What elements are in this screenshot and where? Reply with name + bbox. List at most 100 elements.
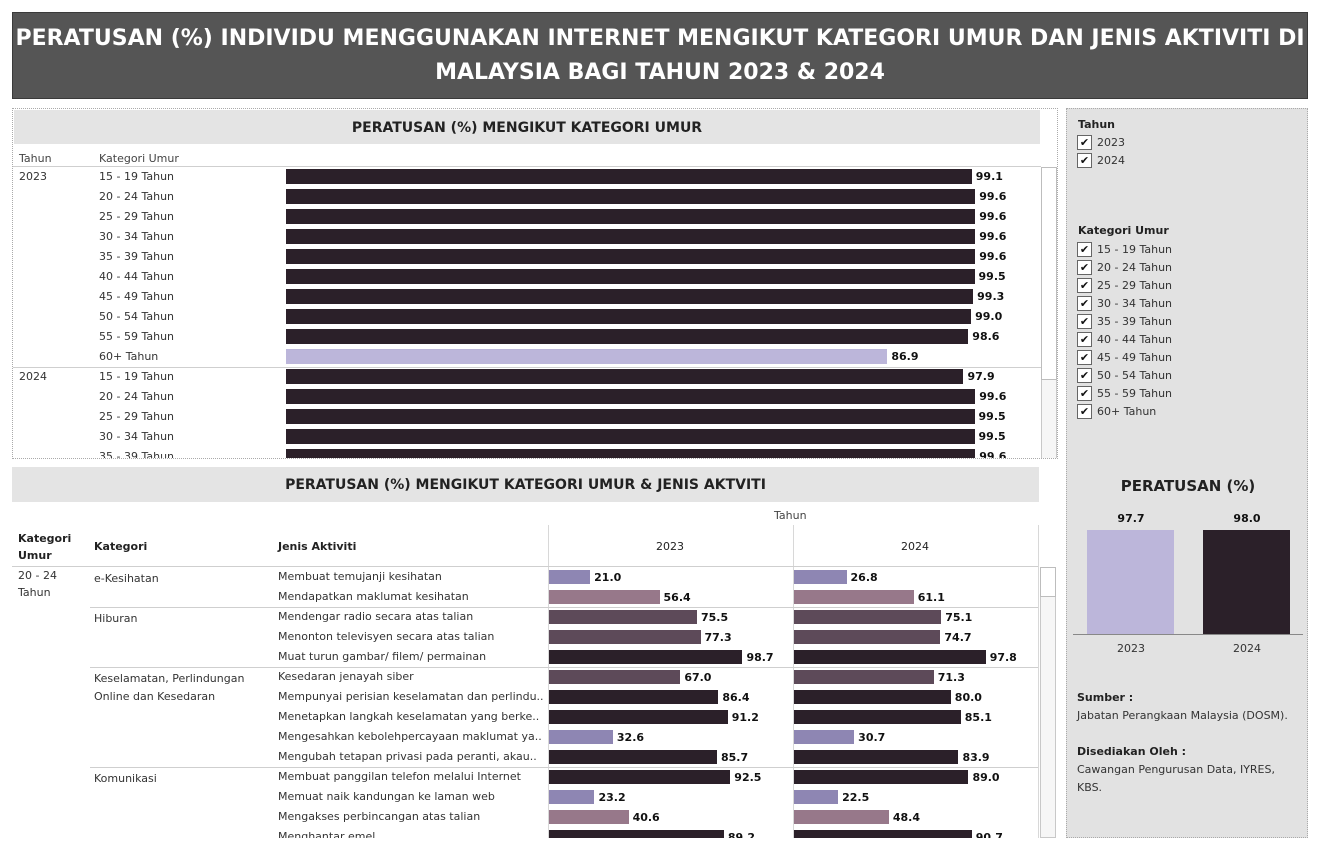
age-scrollbar[interactable]	[1041, 167, 1057, 458]
age-bar[interactable]	[286, 289, 974, 304]
activity-bar-2024[interactable]	[794, 650, 986, 664]
activity-row[interactable]: Memuat naik kandungan ke laman web 23.2 22…	[12, 787, 1040, 807]
kategori-divider	[90, 607, 1038, 608]
age-bar[interactable]	[286, 229, 976, 244]
checkbox-checked-icon[interactable]: ✔	[1077, 386, 1092, 401]
kategori-divider	[90, 767, 1038, 768]
activity-row[interactable]: Menetapkan langkah keselamatan yang berk…	[12, 707, 1040, 727]
age-row[interactable]: 2024 15 - 19 Tahun 97.9	[13, 367, 1041, 387]
activity-row[interactable]: e-Kesihatan Membuat temujanji kesihatan 21…	[12, 567, 1040, 587]
age-row[interactable]: 30 - 34 Tahun 99.6	[13, 227, 1041, 247]
age-bar[interactable]	[286, 269, 975, 284]
age-row[interactable]: 35 - 39 Tahun 99.6	[13, 247, 1041, 267]
age-scroll-thumb[interactable]	[1041, 167, 1057, 380]
activity-bar-2024[interactable]	[794, 810, 889, 824]
age-row[interactable]: 55 - 59 Tahun 98.6	[13, 327, 1041, 347]
checkbox-checked-icon[interactable]: ✔	[1077, 350, 1092, 365]
age-bar[interactable]	[286, 349, 888, 364]
age-bar[interactable]	[286, 309, 972, 324]
age-row[interactable]: 30 - 34 Tahun 99.5	[13, 427, 1041, 447]
age-bar-chart[interactable]: 2023 15 - 19 Tahun 99.1 20 - 24 Tahun 99.6 25…	[13, 167, 1041, 458]
age-bar[interactable]	[286, 389, 976, 404]
activity-row[interactable]: Mendapatkan maklumat kesihatan 56.4 61.1	[12, 587, 1040, 607]
age-row[interactable]: 35 - 39 Tahun 99.6	[13, 447, 1041, 458]
checkbox-checked-icon[interactable]: ✔	[1077, 242, 1092, 257]
age-bar[interactable]	[286, 249, 976, 264]
age-row[interactable]: 45 - 49 Tahun 99.3	[13, 287, 1041, 307]
activity-bar-2023[interactable]	[549, 650, 743, 664]
activity-bar-2023[interactable]	[549, 690, 719, 704]
checkbox-checked-icon[interactable]: ✔	[1077, 153, 1092, 168]
activity-bar-2023[interactable]	[549, 790, 595, 804]
activity-row[interactable]: Muat turun gambar/ filem/ permainan 98.7 9…	[12, 647, 1040, 667]
jenis-aktiviti-label: Muat turun gambar/ filem/ permainan	[278, 650, 487, 663]
age-row[interactable]: 60+ Tahun 86.9	[13, 347, 1041, 367]
checkbox-checked-icon[interactable]: ✔	[1077, 278, 1092, 293]
activity-row[interactable]: Mengesahkan kebolehpercayaan maklumat ya…	[12, 727, 1040, 747]
kategori-divider	[90, 667, 1038, 668]
activity-row[interactable]: Menghantar emel 89.2 90.7	[12, 827, 1040, 838]
checkbox-checked-icon[interactable]: ✔	[1077, 314, 1092, 329]
activity-bar-2024[interactable]	[794, 690, 951, 704]
activity-bar-chart[interactable]: 20 - 24 Tahun e-Kesihatan Membuat temujanj…	[12, 567, 1040, 838]
age-bar[interactable]	[286, 209, 976, 224]
age-row[interactable]: 40 - 44 Tahun 99.5	[13, 267, 1041, 287]
activity-bar-2024[interactable]	[794, 790, 839, 804]
checkbox-checked-icon[interactable]: ✔	[1077, 135, 1092, 150]
activity-row[interactable]: Keselamatan, Perlindungan Online dan Kes…	[12, 667, 1040, 703]
age-row[interactable]: 20 - 24 Tahun 99.6	[13, 387, 1041, 407]
activity-bar-2023[interactable]	[549, 710, 728, 724]
jenis-aktiviti-label: Mempunyai perisian keselamatan dan perli…	[278, 690, 544, 703]
activity-bar-2023[interactable]	[549, 630, 701, 644]
activity-row[interactable]: Mengubah tetapan privasi pada peranti, a…	[12, 747, 1040, 767]
activity-bar-2023[interactable]	[549, 830, 724, 838]
activity-bar-2023[interactable]	[549, 750, 717, 764]
activity-scroll-thumb[interactable]	[1040, 567, 1056, 597]
age-bar[interactable]	[286, 169, 972, 184]
age-row[interactable]: 50 - 54 Tahun 99.0	[13, 307, 1041, 327]
age-bar[interactable]	[286, 409, 975, 424]
activity-bar-2023[interactable]	[549, 770, 731, 784]
column-divider-2023	[548, 525, 549, 838]
activity-bar-2023[interactable]	[549, 570, 591, 584]
activity-section-header: PERATUSAN (%) MENGIKUT KATEGORI UMUR & J…	[12, 467, 1039, 502]
activity-row[interactable]: Mempunyai perisian keselamatan dan perli…	[12, 687, 1040, 707]
activity-row[interactable]: Komunikasi Membuat panggilan telefon mela…	[12, 767, 1040, 787]
age-bar[interactable]	[286, 329, 969, 344]
checkbox-checked-icon[interactable]: ✔	[1077, 368, 1092, 383]
col-header-jenis-aktiviti: Jenis Aktiviti	[278, 540, 357, 553]
activity-bar-2024[interactable]	[794, 830, 972, 838]
activity-bar-2024[interactable]	[794, 770, 969, 784]
age-row[interactable]: 2023 15 - 19 Tahun 99.1	[13, 167, 1041, 187]
summary-bar-value: 98.0	[1233, 512, 1261, 526]
activity-bar-2023[interactable]	[549, 670, 681, 684]
activity-bar-2023[interactable]	[549, 730, 613, 744]
age-bar[interactable]	[286, 429, 975, 444]
activity-bar-2024[interactable]	[794, 730, 855, 744]
activity-bar-2023[interactable]	[549, 590, 660, 604]
activity-row[interactable]: Hiburan Mendengar radio secara atas talia…	[12, 607, 1040, 627]
activity-bar-2024[interactable]	[794, 670, 934, 684]
age-bar[interactable]	[286, 189, 976, 204]
age-bar[interactable]	[286, 449, 976, 458]
age-row[interactable]: 25 - 29 Tahun 99.6	[13, 207, 1041, 227]
age-row[interactable]: 25 - 29 Tahun 99.5	[13, 407, 1041, 427]
activity-scrollbar[interactable]	[1040, 567, 1056, 838]
activity-row[interactable]: Mengakses perbincangan atas talian 40.6 48…	[12, 807, 1040, 827]
checkbox-checked-icon[interactable]: ✔	[1077, 260, 1092, 275]
activity-bar-2023[interactable]	[549, 610, 697, 624]
checkbox-checked-icon[interactable]: ✔	[1077, 404, 1092, 419]
checkbox-checked-icon[interactable]: ✔	[1077, 296, 1092, 311]
age-bar[interactable]	[286, 369, 964, 384]
activity-row[interactable]: Menonton televisyen secara atas talian 77…	[12, 627, 1040, 647]
activity-bar-2024[interactable]	[794, 610, 942, 624]
activity-bar-2024[interactable]	[794, 750, 959, 764]
activity-bar-2024[interactable]	[794, 630, 941, 644]
age-row[interactable]: 20 - 24 Tahun 99.6	[13, 187, 1041, 207]
activity-bar-2024[interactable]	[794, 710, 961, 724]
activity-bar-2023[interactable]	[549, 810, 629, 824]
activity-bar-2024[interactable]	[794, 570, 847, 584]
checkbox-checked-icon[interactable]: ✔	[1077, 332, 1092, 347]
jenis-aktiviti-label: Membuat temujanji kesihatan	[278, 570, 442, 583]
activity-bar-2024[interactable]	[794, 590, 914, 604]
